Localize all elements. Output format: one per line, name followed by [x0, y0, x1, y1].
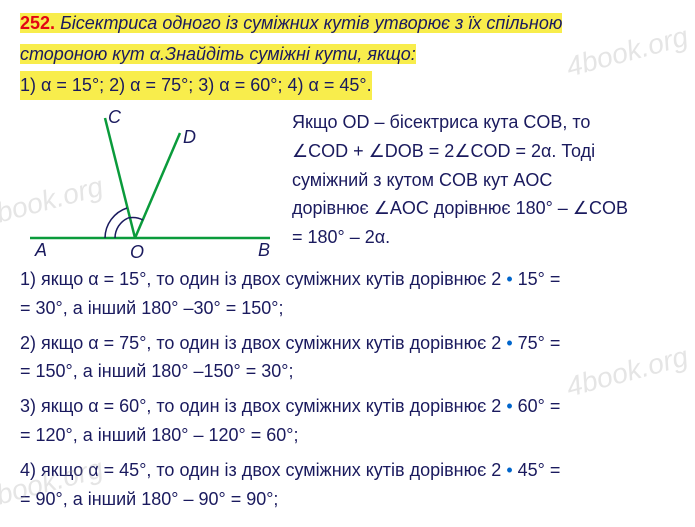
- solution-text: 1) якщо α = 15°, то один із двох суміжни…: [20, 269, 506, 289]
- solution-text: 2) якщо α = 75°, то один із двох суміжни…: [20, 333, 506, 353]
- svg-text:A: A: [34, 240, 47, 260]
- solution-4: 4) якщо α = 45°, то один із двох суміжни…: [20, 456, 675, 514]
- problem-number: 252.: [20, 13, 55, 33]
- explanation-line: = 180° – 2α.: [292, 223, 675, 252]
- subparts-list: 1) α = 15°; 2) α = 75°; 3) α = 60°; 4) α…: [20, 71, 372, 100]
- explanation-text: Якщо OD – бісектриса кута COB, то ∠COD +…: [292, 108, 675, 263]
- content-row: A O B C D Якщо OD – бісектриса кута COB,…: [20, 108, 675, 263]
- statement-line-1: Бісектриса одного із суміжних кутів утво…: [60, 13, 562, 33]
- geometry-diagram: A O B C D: [20, 108, 280, 263]
- solution-text: 15° =: [513, 269, 561, 289]
- problem-statement: 252. Бісектриса одного із суміжних кутів…: [20, 8, 675, 100]
- explanation-line: дорівнює ∠AOC дорівнює 180° – ∠COB: [292, 194, 675, 223]
- svg-text:D: D: [183, 127, 196, 147]
- svg-text:O: O: [130, 242, 144, 262]
- explanation-line: ∠COD + ∠DOB = 2∠COD = 2α. Тоді: [292, 137, 675, 166]
- solution-text: 3) якщо α = 60°, то один із двох суміжни…: [20, 396, 506, 416]
- solution-text: = 90°, а інший 180° – 90° = 90°;: [20, 489, 278, 509]
- svg-text:B: B: [258, 240, 270, 260]
- solution-2: 2) якщо α = 75°, то один із двох суміжни…: [20, 329, 675, 387]
- solutions-block: 1) якщо α = 15°, то один із двох суміжни…: [20, 265, 675, 513]
- solution-text: 4) якщо α = 45°, то один із двох суміжни…: [20, 460, 506, 480]
- solution-1: 1) якщо α = 15°, то один із двох суміжни…: [20, 265, 675, 323]
- solution-text: 60° =: [513, 396, 561, 416]
- solution-text: 45° =: [513, 460, 561, 480]
- solution-text: = 30°, а інший 180° –30° = 150°;: [20, 298, 283, 318]
- solution-text: = 150°, а інший 180° –150° = 30°;: [20, 361, 293, 381]
- statement-line-2: стороною кут α.Знайдіть суміжні кути, як…: [20, 44, 416, 64]
- solution-text: 75° =: [513, 333, 561, 353]
- solution-3: 3) якщо α = 60°, то один із двох суміжни…: [20, 392, 675, 450]
- explanation-line: Якщо OD – бісектриса кута COB, то: [292, 108, 675, 137]
- solution-text: = 120°, а інший 180° – 120° = 60°;: [20, 425, 298, 445]
- svg-text:C: C: [108, 108, 122, 127]
- explanation-line: суміжний з кутом COB кут AOC: [292, 166, 675, 195]
